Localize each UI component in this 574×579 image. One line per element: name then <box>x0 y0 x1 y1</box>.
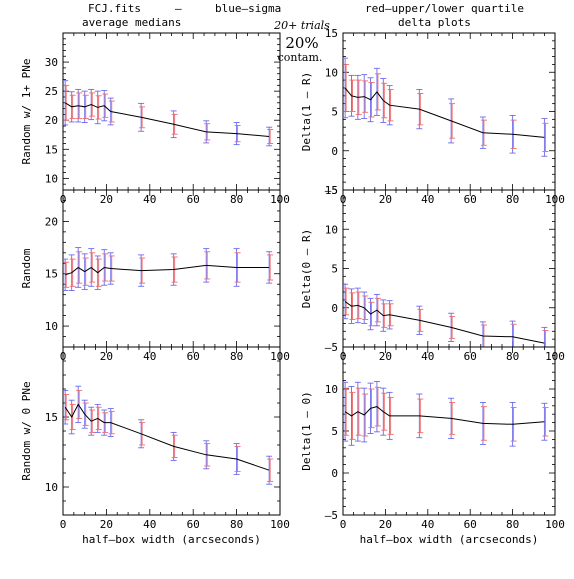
x-tick-label: 20 <box>379 350 392 363</box>
header-blue-label: blue–sigma <box>215 2 281 15</box>
y-tick-label: 5 <box>331 263 338 276</box>
y-tick-label: 0 <box>331 145 338 158</box>
y-tick-label: 20 <box>45 114 58 127</box>
y-tick-label: 10 <box>45 172 58 185</box>
x-tick-label: 20 <box>100 193 113 206</box>
x-tick-label: 0 <box>340 518 347 531</box>
x-tick-label: 80 <box>506 193 519 206</box>
x-tick-label: 80 <box>230 193 243 206</box>
y-axis-label: Random w/ 1+ PNe <box>20 59 33 165</box>
header-contam: contam. <box>278 51 323 64</box>
x-tick-label: 60 <box>187 350 200 363</box>
x-tick-label: 80 <box>230 518 243 531</box>
y-tick-label: 10 <box>325 66 338 79</box>
header-trials: 20+ trials <box>273 19 330 32</box>
y-axis-label: Delta(1 – 0) <box>300 391 313 470</box>
median-line <box>64 102 270 137</box>
x-tick-label: 40 <box>421 518 434 531</box>
y-tick-label: –5 <box>325 341 338 354</box>
y-axis-label: Random w/ 0 PNe <box>20 381 33 480</box>
plot-area <box>63 247 274 291</box>
x-tick-label: 80 <box>506 350 519 363</box>
y-tick-label: 15 <box>45 411 58 424</box>
median-line <box>344 87 545 138</box>
x-tick-label: 60 <box>464 518 477 531</box>
header-file: FCJ.fits <box>88 2 141 15</box>
plot-area <box>343 57 549 157</box>
x-tick-label: 80 <box>506 518 519 531</box>
y-tick-label: –5 <box>325 509 338 522</box>
x-tick-label: 40 <box>421 350 434 363</box>
x-tick-label: 20 <box>379 518 392 531</box>
y-tick-label: 10 <box>325 223 338 236</box>
y-tick-label: 10 <box>45 320 58 333</box>
right-panel-title: delta plots <box>398 16 471 29</box>
plot-area <box>63 80 274 147</box>
x-tick-label: 40 <box>143 350 156 363</box>
y-tick-label: 15 <box>325 27 338 40</box>
y-tick-label: 15 <box>45 143 58 156</box>
y-tick-label: 5 <box>331 425 338 438</box>
y-tick-label: 15 <box>45 268 58 281</box>
median-line <box>344 406 545 425</box>
header: FCJ.fits – blue–sigma red–upper/lower qu… <box>82 2 524 64</box>
plot-area <box>343 283 549 347</box>
x-tick-label: 40 <box>143 518 156 531</box>
header-red-label: red–upper/lower quartile <box>365 2 524 15</box>
x-tick-label: 60 <box>464 350 477 363</box>
x-tick-label: 40 <box>143 193 156 206</box>
y-tick-label: 20 <box>45 215 58 228</box>
header-contam-percent: 20% <box>285 34 318 52</box>
y-tick-label: 10 <box>45 481 58 494</box>
x-tick-label: 100 <box>270 518 290 531</box>
x-tick-label: 60 <box>187 193 200 206</box>
x-tick-label: 100 <box>545 518 565 531</box>
x-tick-label: 20 <box>379 193 392 206</box>
y-tick-label: 0 <box>331 302 338 315</box>
y-axis-label: Delta(1 – R) <box>300 72 313 151</box>
y-tick-label: 5 <box>331 106 338 119</box>
x-tick-label: 20 <box>100 350 113 363</box>
x-tick-label: 0 <box>60 518 67 531</box>
x-axis-label: half–box width (arcseconds) <box>360 533 539 546</box>
x-axis-label: half–box width (arcseconds) <box>82 533 261 546</box>
panel-bottom-left: 0 20 40 60 80 100 10 15 Random w/ 0 PNe half–box … <box>20 346 290 546</box>
y-tick-label: 10 <box>325 383 338 396</box>
x-tick-label: 80 <box>230 350 243 363</box>
y-axis-label: Random <box>20 248 33 288</box>
x-tick-label: 40 <box>421 193 434 206</box>
x-tick-label: 60 <box>464 193 477 206</box>
plot-area <box>343 380 549 447</box>
y-axis-label: Delta(0 – R) <box>300 229 313 308</box>
median-line <box>65 264 270 276</box>
y-tick-label: 30 <box>45 56 58 69</box>
x-tick-label: 20 <box>100 518 113 531</box>
y-tick-label: 0 <box>331 467 338 480</box>
plot-area <box>63 385 274 485</box>
header-dash: – <box>175 2 182 15</box>
y-tick-label: –5 <box>325 184 338 197</box>
left-panel-title: average medians <box>82 16 181 29</box>
median-line <box>64 403 270 471</box>
x-tick-label: 60 <box>187 518 200 531</box>
y-tick-label: 15 <box>325 184 338 197</box>
median-line <box>344 301 545 344</box>
y-tick-label: 25 <box>45 85 58 98</box>
